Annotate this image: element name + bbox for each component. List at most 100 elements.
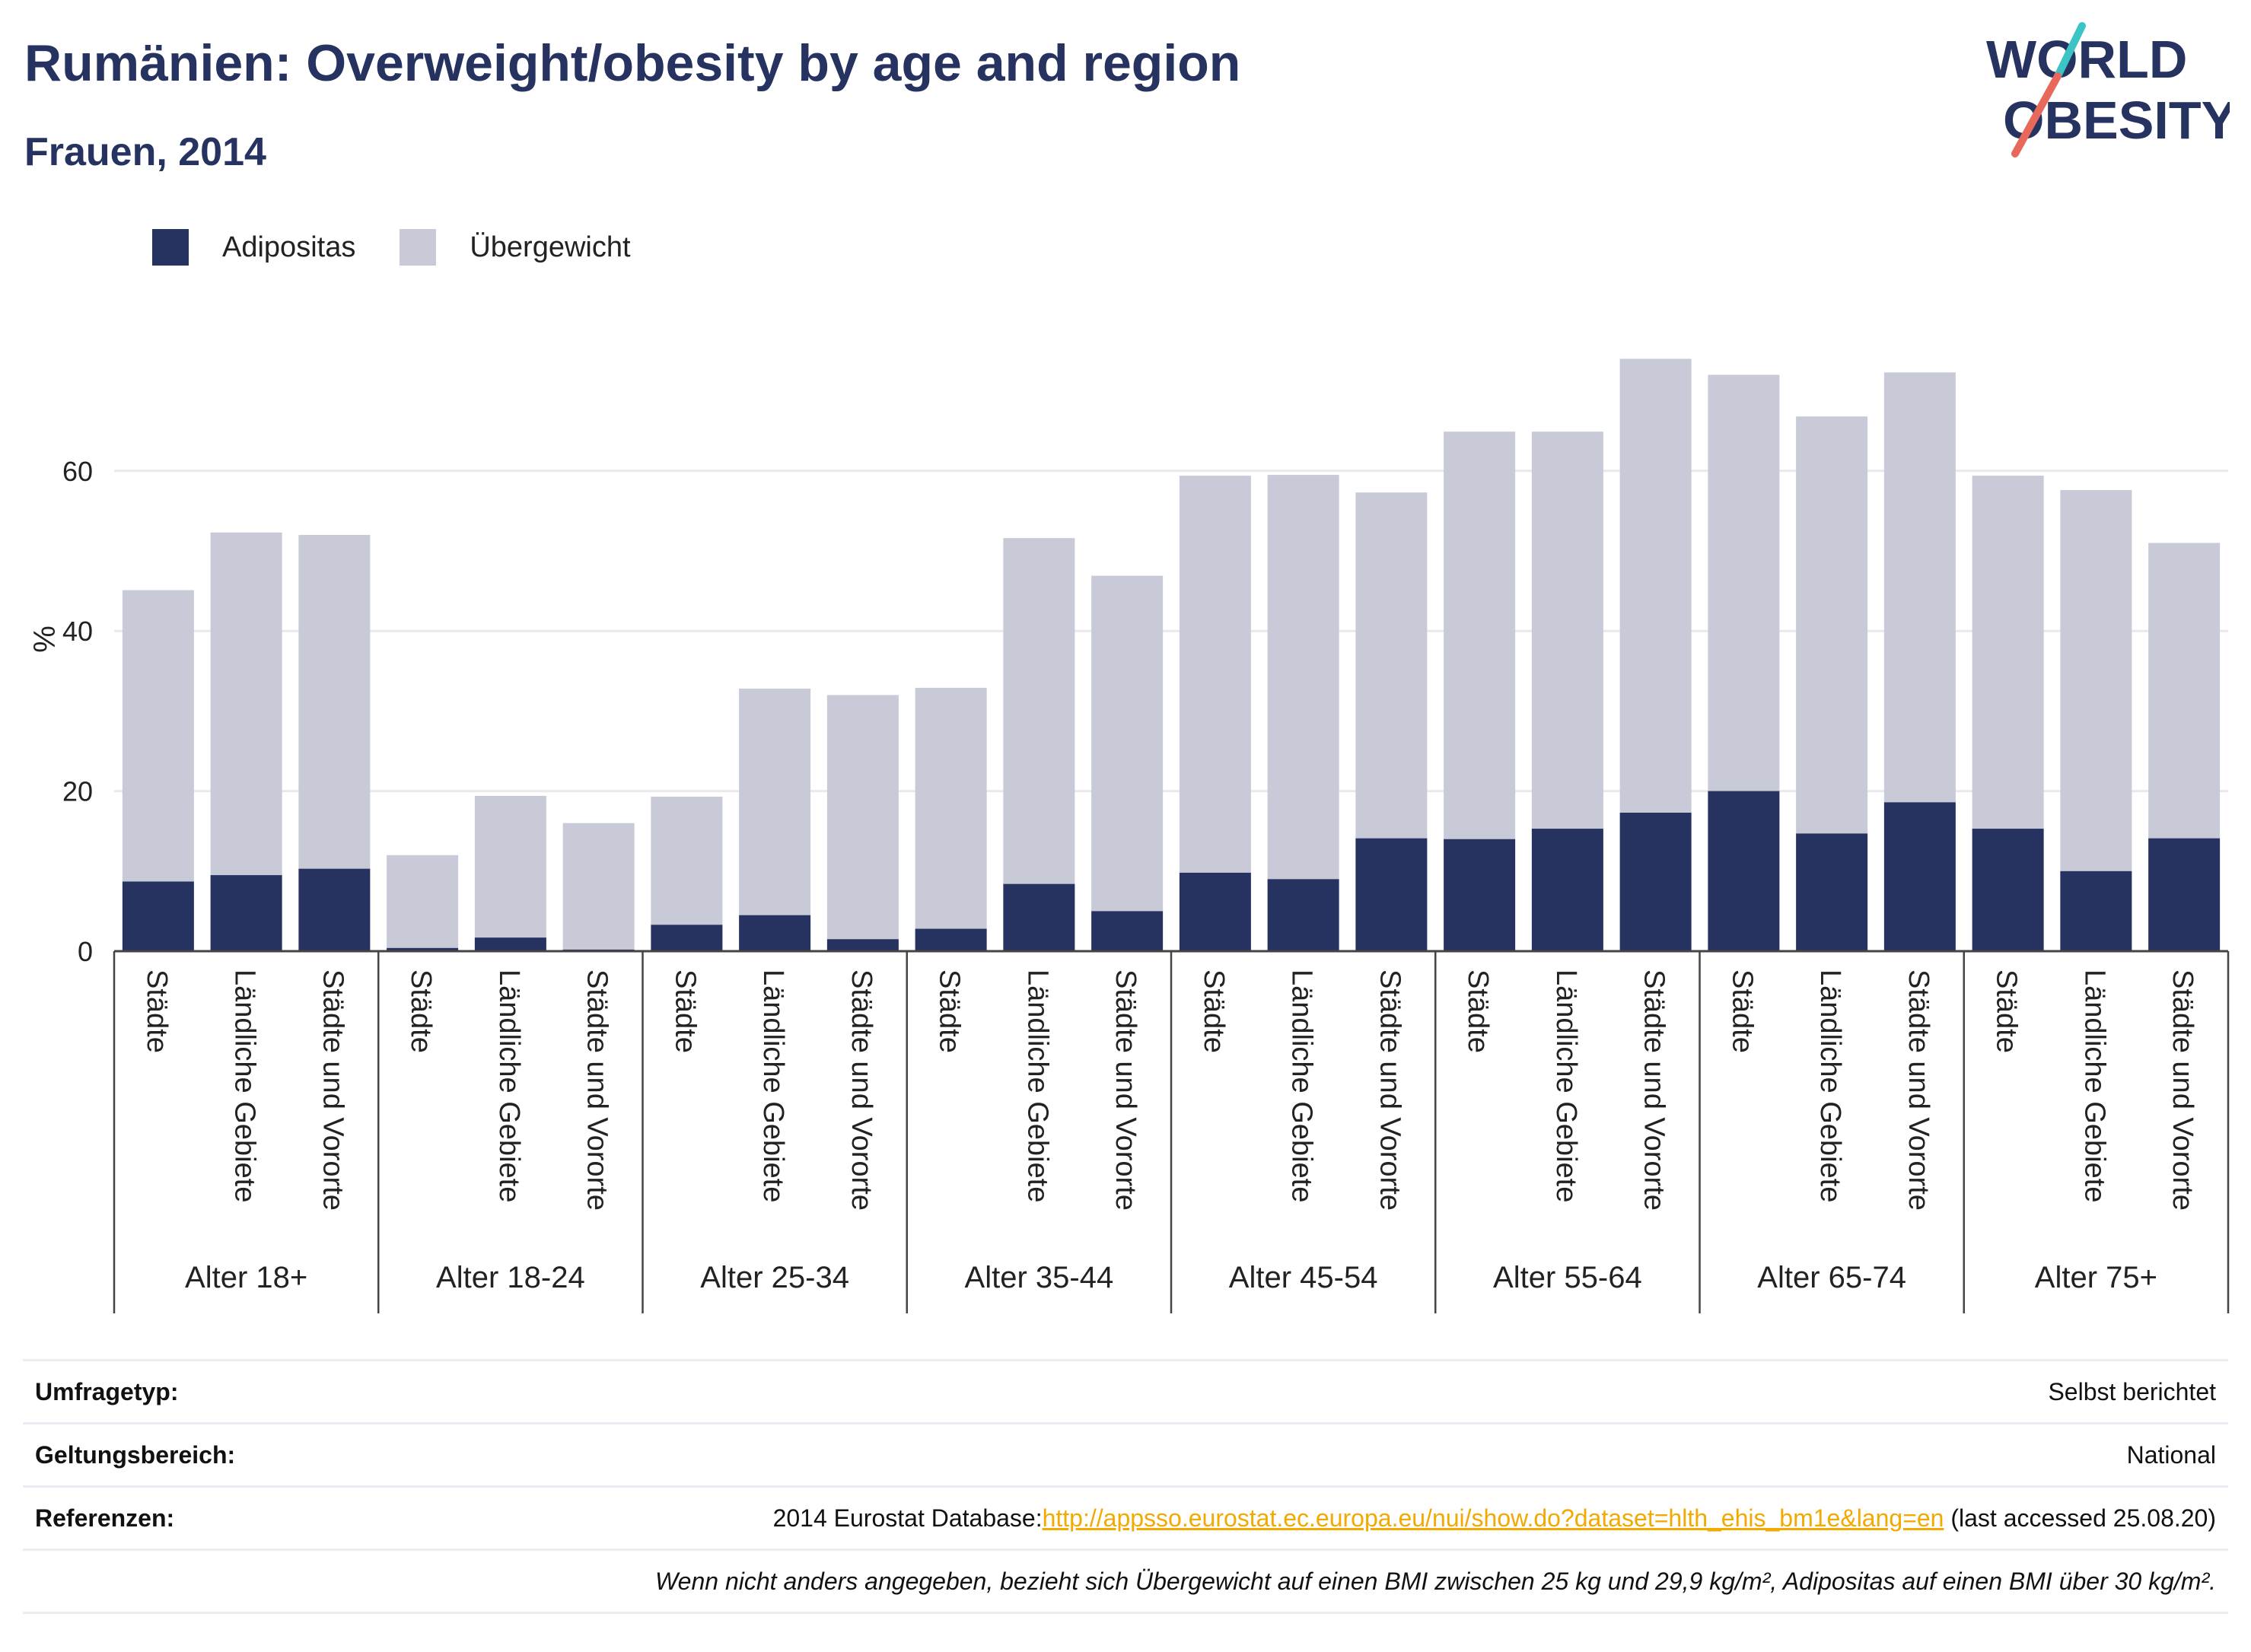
bar-adipositas (1444, 839, 1516, 951)
bar-uebergewicht (210, 532, 282, 876)
bar-uebergewicht (1267, 475, 1339, 880)
bar-uebergewicht (2060, 490, 2132, 871)
bar-adipositas (826, 939, 899, 951)
references-label: Referenzen: (35, 1504, 175, 1532)
x-group-label: Alter 18+ (185, 1261, 307, 1294)
bar-adipositas (739, 915, 811, 951)
world-obesity-logo: WORLD OBESITY (1986, 22, 2230, 158)
x-category-label: Städte (1462, 969, 1494, 1053)
bar-uebergewicht (1444, 431, 1516, 839)
x-group-label: Alter 25-34 (700, 1261, 849, 1294)
bar-adipositas (1355, 838, 1428, 951)
bar-adipositas (2148, 838, 2221, 951)
x-category-label: Städte (934, 969, 966, 1053)
x-category-label: Ländliche Gebiete (2078, 969, 2110, 1202)
bar-uebergewicht (1003, 538, 1075, 884)
bar-uebergewicht (474, 795, 546, 938)
x-category-label: Städte (1991, 969, 2023, 1053)
references-prefix: 2014 Eurostat Database: (772, 1504, 1043, 1532)
x-group-label: Alter 45-54 (1229, 1261, 1378, 1294)
legend-item-uebergewicht[interactable]: Übergewicht (400, 229, 631, 266)
bmi-definition-note: Wenn nicht anders angegeben, bezieht sic… (655, 1567, 2216, 1595)
x-category-label: Ländliche Gebiete (493, 969, 525, 1202)
info-table: Umfragetyp: Selbst berichtet Geltungsber… (23, 1359, 2228, 1614)
bar-adipositas (1796, 833, 1868, 951)
x-category-label: Ländliche Gebiete (1550, 969, 1582, 1202)
x-category-label: Städte und Vororte (581, 969, 613, 1211)
bar-uebergewicht (1355, 492, 1428, 839)
x-category-label: Städte und Vororte (2167, 969, 2198, 1211)
logo-slash-red (2011, 72, 2062, 158)
bar-uebergewicht (1619, 358, 1692, 813)
x-category-label: Städte und Vororte (1638, 969, 1670, 1211)
x-category-label: Ländliche Gebiete (1286, 969, 1318, 1202)
bar-adipositas (2060, 871, 2132, 951)
survey-type-label: Umfragetyp: (35, 1377, 179, 1405)
bar-uebergewicht (1972, 476, 2044, 829)
x-category-label: Städte und Vororte (1110, 969, 1141, 1211)
bar-adipositas (1091, 911, 1164, 951)
bar-uebergewicht (826, 695, 899, 940)
bar-uebergewicht (387, 855, 459, 948)
x-group-label: Alter 35-44 (965, 1261, 1114, 1294)
x-category-label: Städte (405, 969, 437, 1053)
x-category-label: Ländliche Gebiete (229, 969, 261, 1202)
bar-adipositas (210, 875, 282, 951)
bar-adipositas (1003, 883, 1075, 951)
y-tick-label: 0 (78, 936, 93, 967)
bar-uebergewicht (1531, 431, 1603, 829)
bar-uebergewicht (915, 687, 987, 929)
info-row-scope: Geltungsbereich: National (23, 1422, 2228, 1485)
x-category-label: Ländliche Gebiete (1814, 969, 1846, 1202)
legend-label-adipositas: Adipositas (222, 231, 356, 263)
bar-adipositas (1267, 879, 1339, 951)
chart-legend: Adipositas Übergewicht (152, 224, 675, 270)
x-category-label: Städte (141, 969, 173, 1053)
bar-uebergewicht (1883, 372, 1956, 803)
bar-uebergewicht (298, 534, 371, 869)
x-category-label: Städte (669, 969, 701, 1053)
bar-adipositas (1883, 802, 1956, 951)
x-category-label: Städte (1198, 969, 1230, 1053)
references-link[interactable]: http://appsso.eurostat.ec.europa.eu/nui/… (1042, 1504, 1944, 1532)
legend-swatch-adipositas (152, 229, 189, 266)
bar-uebergewicht (122, 590, 194, 882)
bar-adipositas (122, 881, 194, 951)
bar-adipositas (474, 937, 546, 951)
bar-adipositas (1179, 872, 1251, 951)
x-category-label: Städte und Vororte (845, 969, 877, 1211)
x-category-label: Städte und Vororte (1902, 969, 1934, 1211)
bar-adipositas (387, 947, 459, 951)
scope-label: Geltungsbereich: (35, 1440, 236, 1469)
y-axis-label: % (28, 625, 62, 653)
x-group-label: Alter 18-24 (436, 1261, 585, 1294)
bar-adipositas (915, 928, 987, 951)
x-category-label: Ländliche Gebiete (1021, 969, 1053, 1202)
references-value: 2014 Eurostat Database:http://appsso.eur… (773, 1504, 2228, 1533)
bar-uebergewicht (562, 823, 635, 950)
x-category-label: Städte und Vororte (1374, 969, 1406, 1211)
survey-type-value: Selbst berichtet (2048, 1377, 2216, 1405)
x-group-label: Alter 65-74 (1757, 1261, 1906, 1294)
bar-uebergewicht (1179, 476, 1251, 873)
bar-uebergewicht (2148, 543, 2221, 839)
bar-adipositas (1708, 791, 1780, 951)
bar-adipositas (298, 868, 371, 951)
bar-uebergewicht (1091, 575, 1164, 912)
info-row-references: Referenzen: 2014 Eurostat Database:http:… (23, 1485, 2228, 1549)
x-group-label: Alter 55-64 (1493, 1261, 1642, 1294)
chart-subtitle: Frauen, 2014 (24, 130, 266, 174)
y-tick-label: 20 (62, 776, 93, 807)
bar-uebergewicht (1796, 416, 1868, 834)
legend-item-adipositas[interactable]: Adipositas (152, 229, 355, 266)
logo-slash-teal (2054, 22, 2086, 80)
legend-swatch-uebergewicht (400, 229, 437, 266)
bar-uebergewicht (651, 796, 723, 925)
stacked-bar-chart: 0 20 40 60% Städte Ländliche Gebiete Städte un… (28, 358, 2230, 1313)
bar-uebergewicht (739, 688, 811, 915)
x-group-label: Alter 75+ (2035, 1261, 2157, 1294)
bar-adipositas (1531, 829, 1603, 951)
references-suffix: (last accessed 25.08.20) (1944, 1504, 2216, 1532)
bar-adipositas (1619, 813, 1692, 951)
scope-value: National (2126, 1440, 2216, 1469)
